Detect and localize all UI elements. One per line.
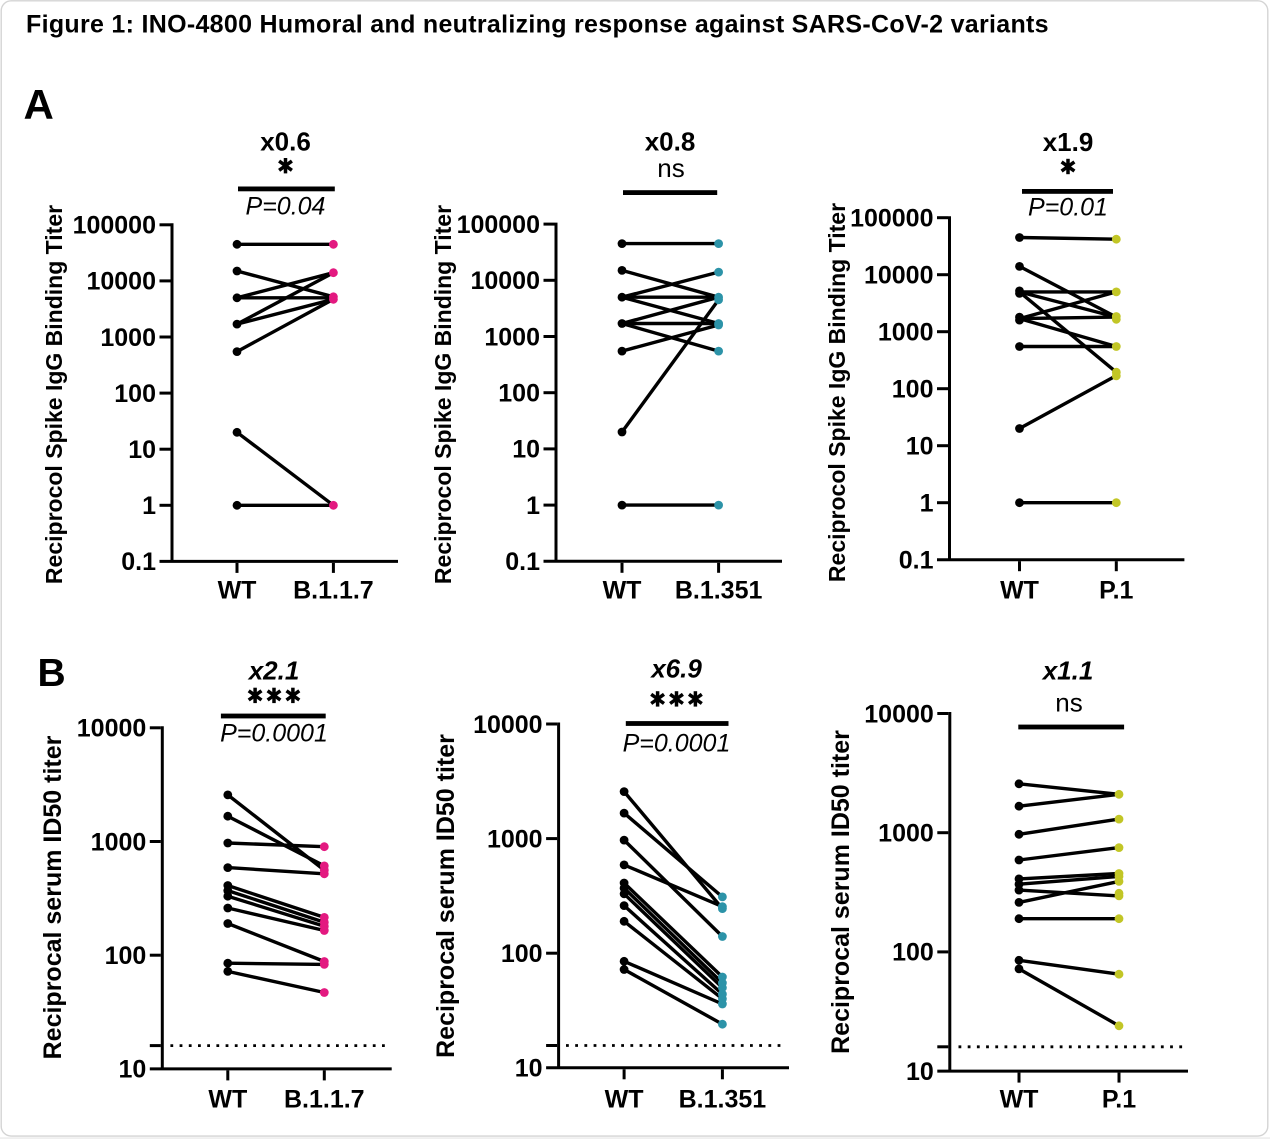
svg-text:Figure 1: INO-4800 Humoral and: Figure 1: INO-4800 Humoral and neutraliz… [26, 11, 1049, 39]
svg-text:ns: ns [1055, 688, 1082, 718]
svg-text:100: 100 [892, 376, 934, 404]
svg-text:10000: 10000 [77, 715, 147, 743]
svg-text:10000: 10000 [864, 700, 934, 728]
svg-text:WT: WT [605, 1086, 644, 1114]
svg-text:0.1: 0.1 [899, 547, 934, 575]
svg-text:Reciprocol Spike IgG Binding T: Reciprocol Spike IgG Binding Titer [824, 203, 850, 582]
svg-text:Reciprocal serum ID50 titer: Reciprocal serum ID50 titer [432, 734, 460, 1058]
svg-text:10000: 10000 [473, 711, 543, 739]
svg-text:100: 100 [501, 940, 543, 968]
svg-text:10: 10 [906, 1058, 934, 1086]
svg-text:10000: 10000 [86, 268, 156, 296]
svg-text:Reciprocal serum ID50 titer: Reciprocal serum ID50 titer [827, 730, 855, 1054]
svg-text:10: 10 [512, 436, 540, 464]
svg-text:100: 100 [105, 942, 147, 970]
svg-text:1000: 1000 [484, 323, 540, 351]
svg-text:WT: WT [1000, 576, 1039, 604]
svg-text:Reciprocol Spike IgG Binding T: Reciprocol Spike IgG Binding Titer [430, 205, 456, 584]
svg-text:0.1: 0.1 [121, 548, 156, 576]
svg-text:P.1: P.1 [1102, 1086, 1136, 1114]
svg-text:100000: 100000 [850, 205, 933, 233]
svg-text:10: 10 [118, 1056, 146, 1084]
svg-text:B.1.351: B.1.351 [679, 1086, 767, 1114]
svg-text:10000: 10000 [470, 267, 540, 295]
svg-text:x1.9: x1.9 [1043, 127, 1094, 157]
svg-text:1000: 1000 [878, 319, 934, 347]
svg-text:ns: ns [657, 153, 684, 183]
svg-text:x0.6: x0.6 [260, 127, 311, 157]
svg-text:Reciprocal serum ID50 titer: Reciprocal serum ID50 titer [39, 735, 67, 1059]
svg-text:A: A [24, 81, 54, 128]
svg-text:P=0.01: P=0.01 [1028, 194, 1108, 222]
svg-text:10: 10 [906, 433, 934, 461]
svg-text:1: 1 [142, 492, 156, 520]
svg-text:0.1: 0.1 [505, 548, 540, 576]
svg-text:P.1: P.1 [1099, 576, 1133, 604]
svg-text:100000: 100000 [73, 212, 156, 240]
svg-text:1000: 1000 [487, 825, 543, 853]
svg-text:P=0.0001: P=0.0001 [623, 730, 731, 758]
svg-text:10: 10 [515, 1055, 543, 1083]
svg-text:x6.9: x6.9 [649, 654, 702, 684]
svg-text:100: 100 [114, 380, 156, 408]
svg-text:10: 10 [128, 436, 156, 464]
svg-text:100: 100 [892, 939, 934, 967]
svg-text:Reciprocol Spike IgG Binding T: Reciprocol Spike IgG Binding Titer [41, 205, 67, 584]
svg-text:x0.8: x0.8 [645, 127, 696, 157]
svg-text:x2.1: x2.1 [247, 656, 300, 686]
svg-text:B.1.1.7: B.1.1.7 [284, 1086, 365, 1114]
svg-text:1000: 1000 [878, 820, 934, 848]
svg-text:100: 100 [498, 380, 540, 408]
svg-text:P=0.0001: P=0.0001 [220, 720, 328, 748]
svg-text:WT: WT [1000, 1086, 1039, 1114]
svg-text:1: 1 [920, 490, 934, 518]
svg-text:1: 1 [526, 492, 540, 520]
svg-text:1000: 1000 [100, 324, 156, 352]
svg-text:B.1.351: B.1.351 [675, 576, 763, 604]
svg-text:100000: 100000 [457, 211, 540, 239]
svg-text:WT: WT [603, 576, 642, 604]
svg-text:1000: 1000 [91, 828, 147, 856]
svg-text:B.1.1.7: B.1.1.7 [293, 576, 374, 604]
svg-text:x1.1: x1.1 [1041, 656, 1094, 686]
svg-text:WT: WT [218, 576, 257, 604]
svg-text:10000: 10000 [864, 262, 934, 290]
svg-text:WT: WT [208, 1086, 247, 1114]
svg-text:B: B [38, 652, 66, 695]
svg-text:P=0.04: P=0.04 [246, 193, 326, 221]
